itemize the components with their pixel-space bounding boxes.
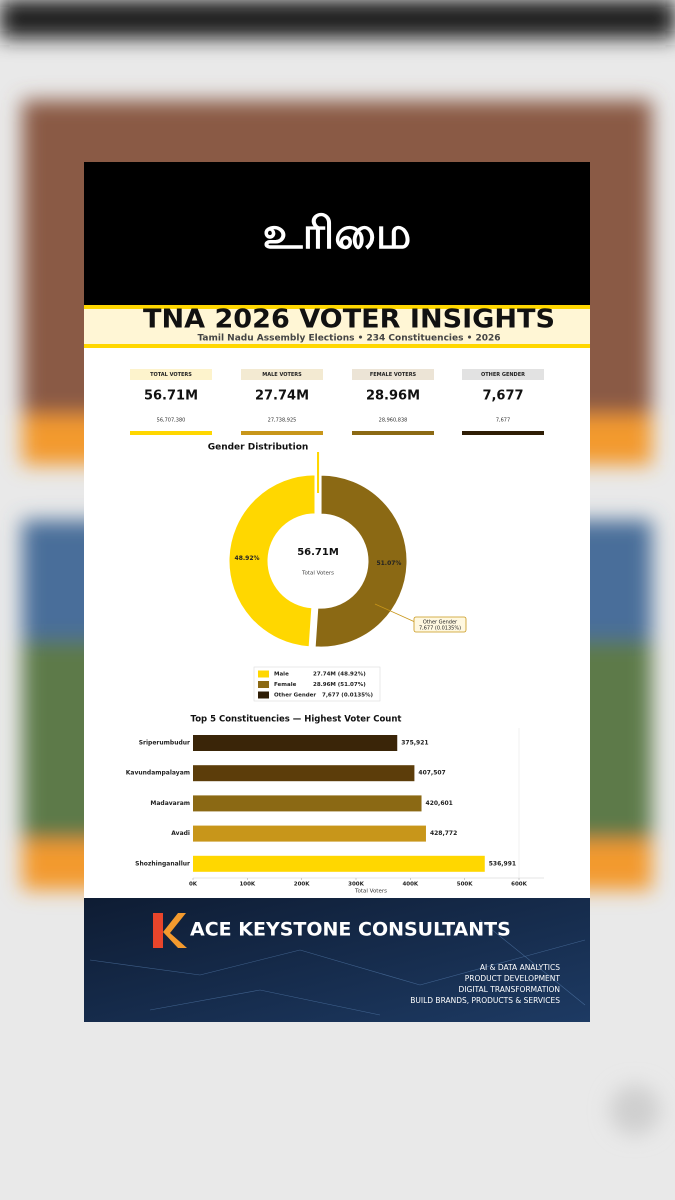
header-band <box>84 162 590 305</box>
legend-swatch <box>258 681 269 688</box>
legend-label: Female <box>274 682 297 688</box>
network-pattern <box>89 919 586 1016</box>
x-tick-label: 500K <box>457 882 473 888</box>
stat-label: MALE VOTERS <box>262 372 302 378</box>
y-tick-label: Sriperumbudur <box>139 740 190 747</box>
stat-bar <box>352 431 434 435</box>
x-tick-label: 100K <box>239 882 255 888</box>
y-tick-label: Avadi <box>171 830 190 837</box>
stat-label: FEMALE VOTERS <box>370 372 417 378</box>
stat-value: 7,677 <box>482 389 523 404</box>
y-tick-label: Shozhinganallur <box>135 860 190 867</box>
banner-subtitle: Tamil Nadu Assembly Elections • 234 Cons… <box>197 334 500 344</box>
legend-swatch <box>258 670 269 678</box>
y-tick-label: Kavundampalayam <box>126 770 190 777</box>
brand-name: ACE KEYSTONE CONSULTANTS <box>190 919 511 941</box>
annotation-text: 7,677 (0.0135%) <box>419 626 461 632</box>
bar <box>193 735 398 751</box>
pie-slice <box>314 474 408 648</box>
brand-logo <box>153 913 187 948</box>
legend-label: Male <box>274 672 289 678</box>
service-line: PRODUCT DEVELOPMENT <box>465 974 561 983</box>
pie-slice <box>228 474 316 648</box>
center-sublabel: Total Voters <box>301 571 334 577</box>
x-tick-label: 400K <box>402 882 418 888</box>
x-tick-label: 0K <box>189 882 198 888</box>
stat-label: TOTAL VOTERS <box>150 372 192 378</box>
value-label: 407,507 <box>418 770 445 777</box>
annotation-box <box>413 616 467 633</box>
value-label: 428,772 <box>430 830 457 837</box>
legend-label: Other Gender <box>274 693 316 699</box>
stat-value: 56.71M <box>144 389 198 404</box>
x-axis-label: Total Voters <box>354 889 387 895</box>
stat-bar <box>462 431 544 435</box>
legend-detail: 28.96M (51.07%) <box>313 682 366 688</box>
stat-detail: 28,960,838 <box>379 418 408 424</box>
value-label: 375,921 <box>401 740 428 747</box>
legend-detail: 27.74M (48.92%) <box>313 672 366 678</box>
service-line: AI & DATA ANALYTICS <box>480 963 560 972</box>
y-tick-label: Madavaram <box>150 800 190 807</box>
annotation-title: Other Gender <box>423 620 458 626</box>
stat-bar <box>130 431 212 435</box>
x-tick-label: 600K <box>511 882 527 888</box>
bar <box>193 765 415 782</box>
annotation-line <box>374 603 416 623</box>
stat-label-bg <box>130 369 212 380</box>
value-label: 536,991 <box>489 860 516 867</box>
banner-rule <box>84 344 590 348</box>
footer <box>84 898 590 1022</box>
stat-label-bg <box>241 369 323 380</box>
stat-detail: 7,677 <box>496 418 510 424</box>
banner-title: TNA 2026 VOTER INSIGHTS <box>143 305 555 335</box>
stat-label-bg <box>352 369 434 380</box>
service-line: BUILD BRANDS, PRODUCTS & SERVICES <box>410 996 560 1005</box>
center-label: 56.71M <box>297 547 339 558</box>
slice-label: 51.07% <box>376 560 401 567</box>
x-tick-label: 200K <box>294 882 310 888</box>
banner-rule <box>84 305 590 309</box>
legend-swatch <box>258 691 269 699</box>
stat-bar <box>241 431 323 435</box>
stat-detail: 27,738,925 <box>268 418 297 424</box>
value-label: 420,601 <box>426 800 453 807</box>
chart-title: Top 5 Constituencies — Highest Voter Cou… <box>191 715 402 725</box>
stat-value: 27.74M <box>255 389 309 404</box>
stat-value: 28.96M <box>366 389 420 404</box>
service-line: DIGITAL TRANSFORMATION <box>459 985 560 994</box>
chart-title: Gender Distribution <box>208 443 309 453</box>
bar <box>193 795 422 812</box>
legend-box <box>253 666 381 702</box>
stat-label: OTHER GENDER <box>481 372 525 378</box>
stat-label-bg <box>462 369 544 380</box>
legend-detail: 7,677 (0.0135%) <box>322 693 374 699</box>
header-title: உரிமை <box>263 208 412 259</box>
stat-detail: 56,707,380 <box>157 418 186 424</box>
banner <box>84 305 590 348</box>
slice-label: 48.92% <box>235 555 260 562</box>
bar <box>193 825 426 842</box>
bar <box>193 855 485 872</box>
x-tick-label: 300K <box>348 882 364 888</box>
